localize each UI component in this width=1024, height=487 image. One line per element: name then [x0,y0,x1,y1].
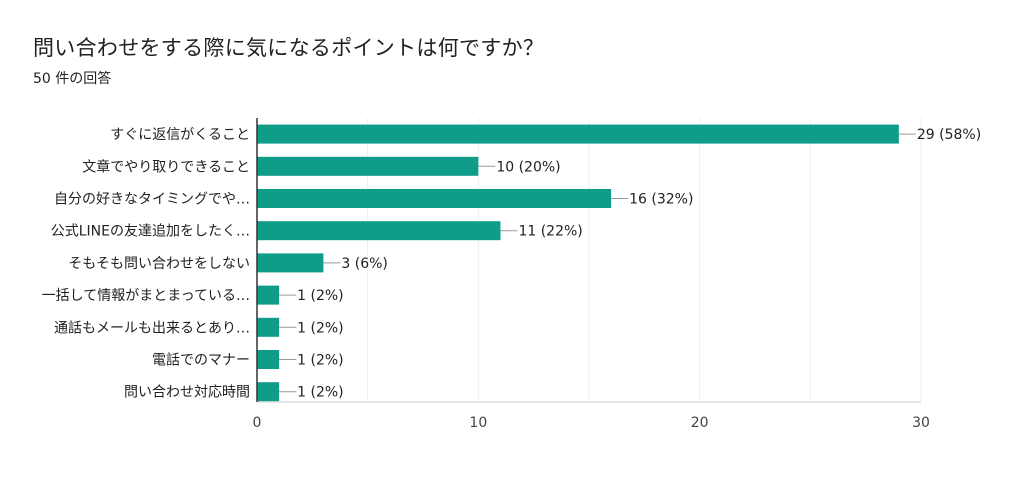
category-label: 電話でのマナー [152,352,250,369]
x-tick-label: 30 [912,415,930,431]
data-label: 11 (22%) [518,224,582,240]
category-label: そもそも問い合わせをしない [68,256,250,272]
bar [257,189,612,208]
bar [257,124,899,144]
category-label: すぐに返信がくること [110,127,250,143]
category-label: 文章でやり取りできること [82,158,250,175]
category-label: 自分の好きなタイミングでや… [54,192,250,208]
data-label: 1 (2%) [297,288,344,304]
data-label: 1 (2%) [297,353,344,369]
data-label: 16 (32%) [629,192,693,208]
category-label: 一括して情報がまとまっている… [42,288,250,304]
data-label: 29 (58%) [917,127,981,143]
bar [257,253,324,273]
bar [257,350,280,369]
bar [257,317,280,337]
data-label: 1 (2%) [297,320,344,336]
category-label: 通話もメールも出来るとあり… [54,319,250,336]
category-label: 公式LINEの友達追加をしたく… [51,224,250,240]
x-tick-label: 20 [691,415,709,431]
response-count: 50 件の回答 [33,71,112,87]
x-tick-label: 0 [253,415,262,431]
bar [257,285,280,305]
category-label: 問い合わせ対応時間 [124,385,250,401]
data-label: 1 (2%) [297,385,344,401]
data-label: 10 (20%) [496,159,560,175]
x-tick-label: 10 [469,415,487,431]
data-label: 3 (6%) [341,256,388,272]
bar [257,221,501,241]
bar [257,156,479,176]
bar [257,382,280,402]
chart-title: 問い合わせをする際に気になるポイントは何ですか？ [33,36,545,60]
